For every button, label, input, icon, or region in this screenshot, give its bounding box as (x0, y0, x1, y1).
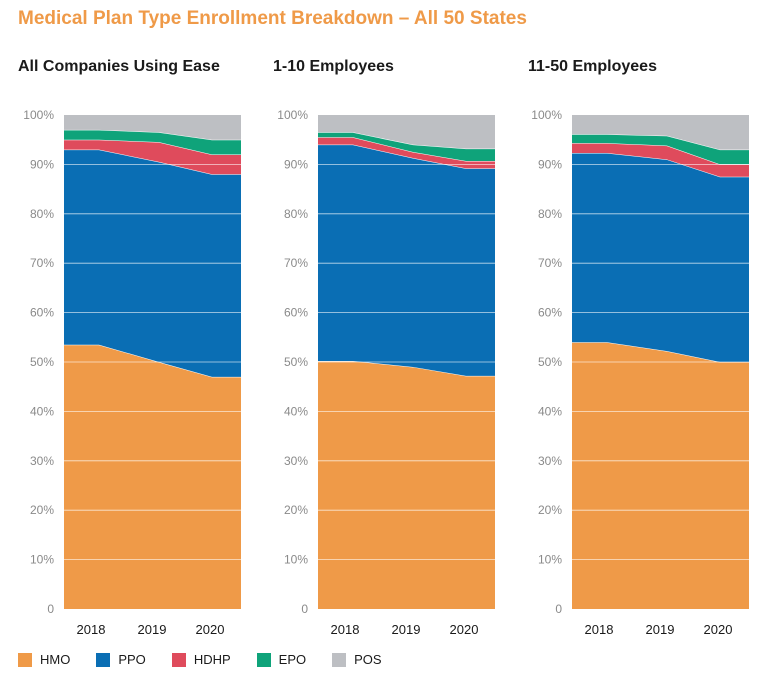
x-tick-label: 2019 (138, 622, 167, 637)
chart-panel-0: 0 10% 20% 30% 40% 50% 60% 70% 80% 90% 100% 2018 2019… (23, 108, 241, 637)
legend-swatch-hmo (18, 652, 32, 667)
chart-panel-2: 0 10% 20% 30% 40% 50% 60% 70% 80% 90% 100% 2018 2019… (531, 108, 749, 637)
y-tick-label: 70% (538, 256, 562, 270)
area-hdhp (64, 139, 241, 175)
legend-item-epo: EPO (256, 652, 307, 667)
legend-label-epo: EPO (278, 652, 307, 667)
x-tick-label: 2018 (585, 622, 614, 637)
y-tick-label: 60% (30, 306, 54, 320)
y-tick-label: 30% (538, 454, 562, 468)
x-tick-label: 2020 (196, 622, 225, 637)
legend-item-hmo: HMO (18, 652, 70, 667)
y-tick-label: 90% (284, 157, 308, 171)
chart-panel-1: 0 10% 20% 30% 40% 50% 60% 70% 80% 90% 100% 2018 2019… (277, 108, 495, 637)
y-tick-label: 40% (284, 404, 308, 418)
area-epo (572, 134, 749, 165)
y-tick-label: 30% (284, 454, 308, 468)
legend-item-ppo: PPO (96, 652, 146, 667)
y-tick-label: 50% (284, 355, 308, 369)
y-tick-label: 10% (284, 553, 308, 567)
x-tick-label: 2018 (77, 622, 106, 637)
y-tick-label: 0 (301, 602, 308, 616)
y-tick-label: 100% (531, 108, 562, 122)
area-pos (64, 115, 241, 140)
y-tick-label: 20% (284, 503, 308, 517)
y-tick-label: 100% (277, 108, 308, 122)
x-tick-label: 2020 (450, 622, 479, 637)
y-tick-label: 20% (30, 503, 54, 517)
panel-title-1-10: 1-10 Employees (273, 58, 394, 75)
y-tick-label: 40% (538, 404, 562, 418)
y-tick-label: 50% (538, 355, 562, 369)
y-tick-label: 40% (30, 404, 54, 418)
area-hmo (318, 361, 495, 609)
legend-swatch-epo (256, 652, 271, 667)
y-tick-label: 20% (538, 503, 562, 517)
legend-item-pos: POS (332, 652, 382, 667)
legend-swatch-pos (332, 652, 347, 667)
x-tick-label: 2019 (646, 622, 675, 637)
y-tick-label: 50% (30, 355, 54, 369)
y-tick-label: 90% (538, 157, 562, 171)
area-hmo (64, 344, 241, 609)
legend-swatch-ppo (96, 652, 111, 667)
y-tick-label: 100% (23, 108, 54, 122)
area-epo (318, 132, 495, 161)
x-tick-label: 2020 (704, 622, 733, 637)
panel-title-all: All Companies Using Ease (18, 58, 220, 75)
area-hdhp (318, 137, 495, 169)
area-ppo (318, 144, 495, 376)
y-tick-label: 0 (555, 602, 562, 616)
y-tick-label: 70% (284, 256, 308, 270)
y-tick-label: 70% (30, 256, 54, 270)
area-hdhp (572, 143, 749, 177)
legend-item-hdhp: HDHP (171, 652, 231, 667)
x-tick-label: 2019 (392, 622, 421, 637)
y-tick-label: 60% (538, 306, 562, 320)
legend: HMO PPO HDHP EPO POS (18, 652, 408, 667)
panel-title-11-50: 11-50 Employees (528, 58, 657, 75)
legend-swatch-hdhp (171, 652, 186, 667)
y-tick-label: 10% (538, 553, 562, 567)
area-epo (64, 129, 241, 155)
legend-label-ppo: PPO (118, 652, 146, 667)
y-tick-label: 60% (284, 306, 308, 320)
legend-label-hmo: HMO (40, 652, 71, 667)
legend-label-pos: POS (354, 652, 382, 667)
y-tick-label: 0 (47, 602, 54, 616)
area-pos (318, 115, 495, 149)
area-hmo (572, 342, 749, 609)
y-tick-label: 80% (30, 207, 54, 221)
y-tick-label: 80% (538, 207, 562, 221)
area-ppo (572, 153, 749, 362)
x-tick-label: 2018 (331, 622, 360, 637)
y-tick-label: 10% (30, 553, 54, 567)
y-tick-label: 80% (284, 207, 308, 221)
y-tick-label: 30% (30, 454, 54, 468)
y-tick-label: 90% (30, 157, 54, 171)
legend-label-hdhp: HDHP (193, 652, 231, 667)
area-pos (572, 115, 749, 150)
chart-title: Medical Plan Type Enrollment Breakdown –… (18, 8, 527, 29)
